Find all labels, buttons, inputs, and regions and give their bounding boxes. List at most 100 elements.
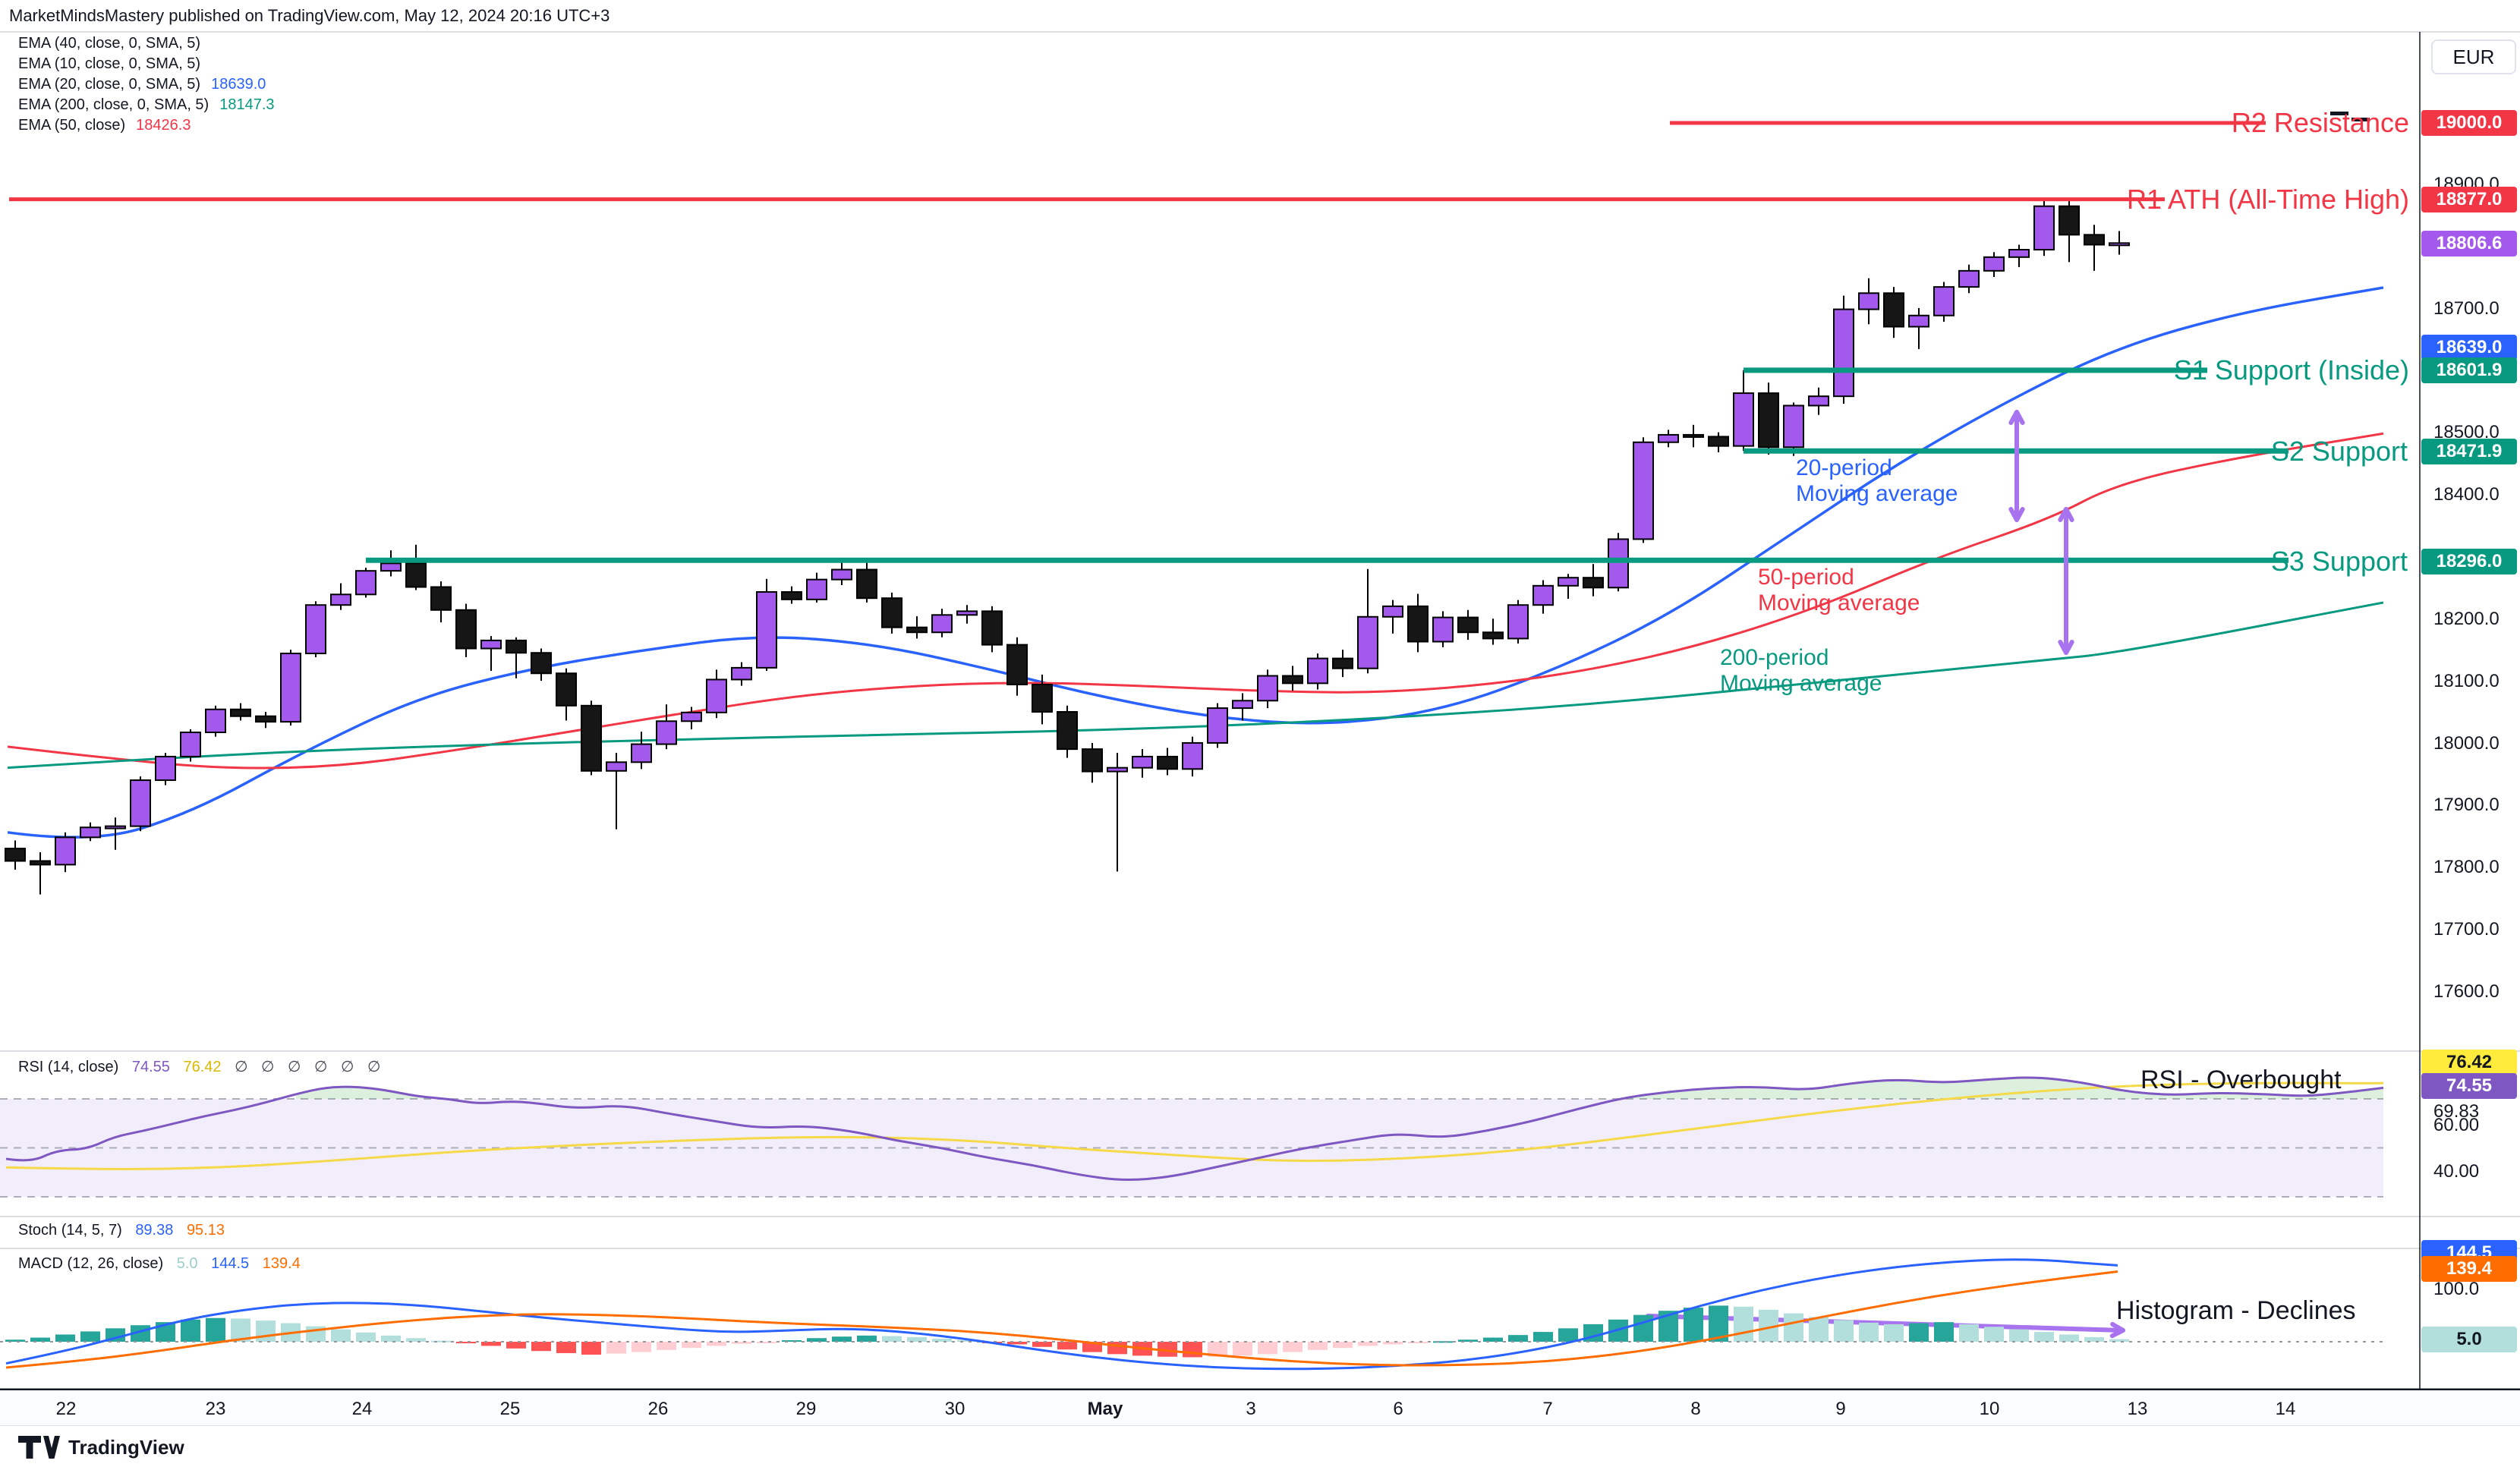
macd-hist-bar (1508, 1335, 1528, 1342)
macd-hist-bar (181, 1319, 200, 1342)
time-axis-label: 29 (795, 1399, 817, 1419)
legend-row-ema50[interactable]: EMA (50, close) 18426.3 (18, 117, 191, 135)
candle (1933, 282, 1955, 322)
candle (2084, 225, 2105, 271)
rsi-legend-label: RSI (14, close) (18, 1059, 119, 1075)
candle (330, 583, 351, 610)
candle (1658, 430, 1679, 448)
macd-hist-bar (932, 1338, 952, 1342)
price-axis-tick: 18100.0 (2433, 671, 2500, 691)
tradingview-logo[interactable]: TradingView (18, 1434, 184, 1460)
annotation-rsi-overbought: RSI - Overbought (2140, 1066, 2342, 1094)
last-price-marker (2330, 112, 2348, 115)
candle (1708, 432, 1729, 452)
currency-button[interactable]: EUR (2431, 39, 2516, 74)
macd-hist-bar (1333, 1342, 1353, 1349)
macd-hist-bar (957, 1339, 977, 1342)
price-axis-tick: 17700.0 (2433, 919, 2500, 940)
annotation-s1-support: S1 Support (Inside) (2173, 354, 2409, 386)
candle (606, 753, 627, 829)
candle (881, 592, 902, 634)
macd-hist-bar (1809, 1317, 1829, 1342)
legend-row-ema40[interactable]: EMA (40, close, 0, SMA, 5) (18, 35, 211, 53)
price-axis-tick: 18200.0 (2433, 609, 2500, 629)
macd-hist-bar (1233, 1342, 1252, 1356)
time-axis-label: 13 (2127, 1399, 2148, 1419)
candle (1858, 278, 1879, 325)
price-axis-tick: 17900.0 (2433, 795, 2500, 815)
macd-hist-bar (1859, 1322, 1879, 1342)
annotation-r2-resistance: R2 Resistance (2231, 107, 2409, 138)
candle (1558, 574, 1579, 600)
candle (1683, 424, 1704, 448)
time-axis-label: 24 (351, 1399, 373, 1419)
macd-value-signal: 139.4 (262, 1255, 301, 1272)
price-axis-badge: 18471.9 (2421, 439, 2517, 464)
candle (706, 669, 727, 719)
legend-row-ema10[interactable]: EMA (10, close, 0, SMA, 5) (18, 55, 211, 74)
price-axis-badge: 18877.0 (2421, 187, 2517, 212)
candle (531, 648, 552, 681)
macd-hist-bar (556, 1342, 576, 1353)
candle (656, 704, 677, 750)
tradingview-logo-text: TradingView (68, 1435, 184, 1459)
candle (681, 707, 702, 729)
macd-hist-bar (782, 1339, 802, 1342)
macd-hist-bar (406, 1338, 426, 1342)
legend-row-ema20[interactable]: EMA (20, close, 0, SMA, 5) 18639.0 (18, 76, 266, 94)
time-axis-label: 3 (1246, 1399, 1256, 1419)
indicator-legend-rsi[interactable]: RSI (14, close) 74.55 76.42 ∅ ∅ ∅ ∅ ∅ ∅ (18, 1057, 394, 1076)
candle (1332, 650, 1353, 678)
macd-hist-bar (1784, 1313, 1803, 1342)
price-axis-badge: 18639.0 (2421, 335, 2517, 360)
stoch-value-k: 89.38 (135, 1222, 174, 1239)
candle (1758, 382, 1779, 455)
macd-hist-bar (481, 1342, 501, 1346)
macd-hist-bar (1007, 1342, 1027, 1345)
indicator-legend-macd[interactable]: MACD (12, 26, close) 5.0 144.5 139.4 (18, 1255, 310, 1273)
candle (430, 581, 452, 623)
candle (1983, 252, 2005, 278)
legend-label: EMA (50, close) (18, 117, 126, 134)
macd-hist-bar (1984, 1327, 2004, 1342)
annotation-histogram-declines: Histogram - Declines (2116, 1296, 2356, 1325)
candle (856, 562, 877, 603)
candle (2059, 200, 2080, 263)
legend-label: EMA (40, close, 0, SMA, 5) (18, 35, 201, 52)
time-axis-label: 14 (2275, 1399, 2296, 1419)
candle (1733, 370, 1754, 452)
macd-hist-bar (1283, 1342, 1303, 1352)
candle (581, 700, 602, 776)
annotation-ma20-label: 20-period Moving average (1796, 455, 1958, 506)
macd-hist-bar (2084, 1336, 2104, 1342)
legend-row-ema200[interactable]: EMA (200, close, 0, SMA, 5) 18147.3 (18, 96, 275, 115)
macd-hist-bar (1684, 1308, 1703, 1342)
candle (1157, 748, 1178, 776)
ema20-line (7, 286, 2384, 839)
candle (105, 817, 126, 850)
candle (155, 753, 176, 785)
candle (5, 840, 26, 870)
rsi-line (5, 1076, 2384, 1182)
macd-hist-bar (30, 1337, 50, 1342)
candle (180, 729, 201, 762)
macd-hist-bar (757, 1342, 776, 1343)
candle (1207, 703, 1228, 748)
macd-hist-bar (1032, 1342, 1052, 1347)
rsi-pane (0, 1076, 2384, 1198)
price-axis-tick: 18700.0 (2433, 298, 2500, 319)
time-axis[interactable] (0, 1390, 2520, 1425)
legend-label: EMA (200, close, 0, SMA, 5) (18, 96, 209, 113)
candle (2109, 231, 2130, 255)
time-axis-label: 26 (647, 1399, 669, 1419)
macd-hist-bar (1107, 1342, 1127, 1355)
macd-hist-bar (1934, 1322, 1954, 1342)
annotation-r1-ath: R1 ATH (All-Time High) (2126, 184, 2409, 215)
macd-hist-bar (657, 1342, 676, 1350)
candle (230, 703, 251, 721)
legend-label: EMA (10, close, 0, SMA, 5) (18, 55, 201, 72)
candle (956, 605, 978, 624)
macd-hist-bar (1558, 1328, 1578, 1342)
indicator-legend-stoch[interactable]: Stoch (14, 5, 7) 89.38 95.13 (18, 1222, 234, 1239)
candle (506, 637, 527, 678)
